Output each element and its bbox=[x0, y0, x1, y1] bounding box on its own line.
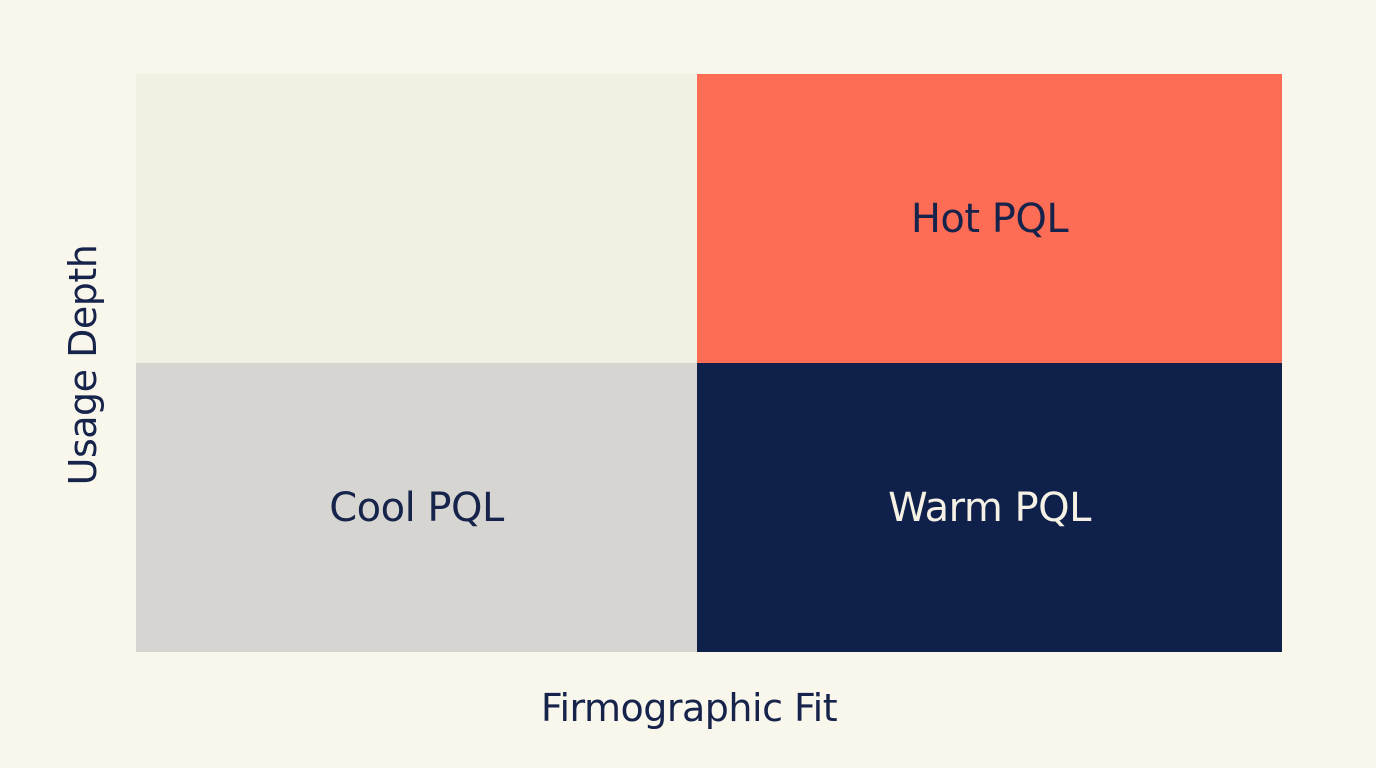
y-axis-label: Usage Depth bbox=[61, 244, 105, 486]
quadrant-label: Hot PQL bbox=[910, 195, 1069, 242]
quadrant-warm-pql: Warm PQL bbox=[697, 363, 1282, 652]
quadrant-label: Warm PQL bbox=[888, 484, 1091, 531]
x-axis-label: Firmographic Fit bbox=[540, 686, 838, 730]
quadrant-label: Cool PQL bbox=[329, 484, 504, 531]
quadrant-cool-pql: Cool PQL bbox=[136, 363, 697, 652]
quadrant-hot-pql: Hot PQL bbox=[697, 74, 1282, 363]
quadrant-top-left bbox=[136, 74, 697, 363]
